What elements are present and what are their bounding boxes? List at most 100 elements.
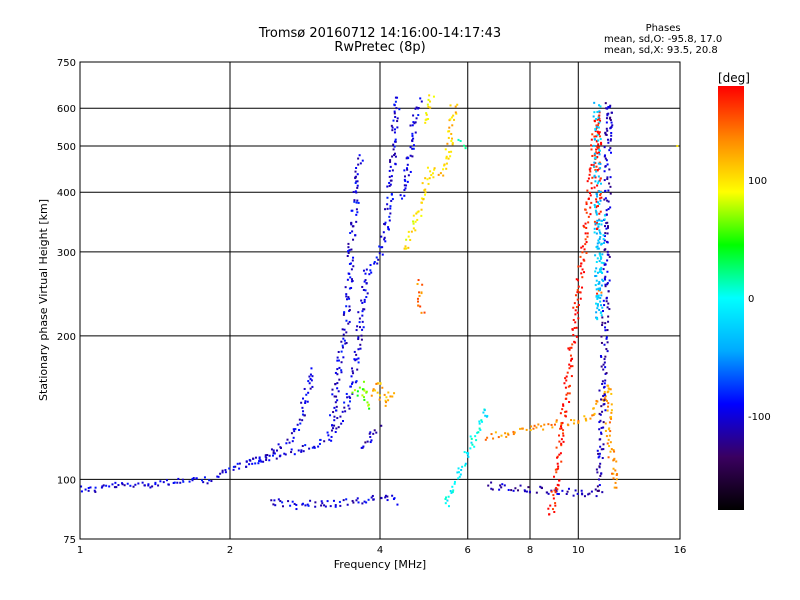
echo-point (598, 241, 601, 244)
echo-point (348, 308, 351, 311)
echo-point (599, 194, 602, 197)
echo-point (539, 485, 542, 488)
echo-point (562, 429, 565, 432)
echo-point (318, 442, 321, 445)
echo-point (613, 486, 616, 489)
echo-point (583, 271, 586, 274)
echo-point (345, 319, 348, 322)
echo-point (607, 200, 610, 203)
echo-point (564, 386, 567, 389)
echo-point (598, 428, 601, 431)
echo-point (598, 421, 601, 424)
echo-point (412, 137, 415, 140)
echo-point (355, 201, 358, 204)
echo-point (604, 225, 607, 228)
echo-point (420, 208, 423, 211)
echo-point (290, 448, 293, 451)
echo-point (330, 435, 333, 438)
echo-point (597, 139, 600, 142)
echo-point (569, 359, 572, 362)
echo-point (605, 213, 608, 216)
echo-point (399, 194, 402, 197)
echo-point (336, 368, 339, 371)
echo-point (445, 157, 448, 160)
echo-point (592, 115, 595, 118)
echo-point (595, 165, 598, 168)
colorbar-tick-label: -100 (748, 412, 771, 423)
echo-point (232, 465, 235, 468)
echo-point (273, 499, 276, 502)
echo-point (592, 144, 595, 147)
echo-point (393, 128, 396, 131)
echo-point (344, 342, 347, 345)
echo-point (389, 165, 392, 168)
echo-point (595, 200, 598, 203)
echo-point (561, 408, 564, 411)
echo-point (555, 419, 558, 422)
echo-point (268, 459, 271, 462)
echo-point (379, 246, 382, 249)
echo-point (340, 371, 343, 374)
echo-point (567, 424, 570, 427)
echo-point (449, 118, 452, 121)
echo-point (264, 454, 267, 457)
echo-point (387, 399, 390, 402)
echo-point (519, 427, 522, 430)
echo-point (335, 395, 338, 398)
echo-point (121, 483, 124, 486)
echo-point (590, 201, 593, 204)
echo-point (558, 434, 561, 437)
echo-point (384, 399, 387, 402)
echo-point (587, 493, 590, 496)
echo-point (129, 484, 132, 487)
echo-point (611, 472, 614, 475)
echo-point (404, 187, 407, 190)
echo-point (595, 135, 598, 138)
echo-point (403, 184, 406, 187)
echo-point (600, 266, 603, 269)
echo-point (602, 363, 605, 366)
colorbar-ticks: -100 0 100 (748, 176, 771, 423)
echo-point (577, 265, 580, 268)
echo-point (599, 138, 602, 141)
echo-point (560, 423, 563, 426)
echo-point (591, 176, 594, 179)
echo-point (610, 111, 613, 114)
echo-point (342, 420, 345, 423)
echo-point (598, 219, 601, 222)
echo-point (470, 441, 473, 444)
echo-point (353, 350, 356, 353)
echo-point (606, 199, 609, 202)
echo-point (366, 440, 369, 443)
echo-point (157, 484, 160, 487)
echo-point (338, 366, 341, 369)
echo-point (381, 386, 384, 389)
echo-point (403, 188, 406, 191)
echo-point (80, 490, 83, 493)
echo-point (102, 484, 105, 487)
echo-point (603, 358, 606, 361)
echo-point (606, 442, 609, 445)
echo-point (599, 354, 602, 357)
echo-point (347, 272, 350, 275)
echo-point (590, 138, 593, 141)
echo-point (381, 253, 384, 256)
echo-point (412, 222, 415, 225)
echo-point (467, 455, 470, 458)
echo-point (302, 410, 305, 413)
echo-point (422, 198, 425, 201)
echo-point (364, 289, 367, 292)
echo-point (571, 328, 574, 331)
echo-point (340, 422, 343, 425)
echo-point (367, 404, 370, 407)
echo-point (355, 208, 358, 211)
echo-point (599, 297, 602, 300)
echo-point (604, 275, 607, 278)
echo-point (403, 175, 406, 178)
echo-point (593, 161, 596, 164)
echo-point (392, 119, 395, 122)
echo-point (562, 440, 565, 443)
echo-point (603, 263, 606, 266)
echo-point (413, 122, 416, 125)
echo-point (596, 146, 599, 149)
